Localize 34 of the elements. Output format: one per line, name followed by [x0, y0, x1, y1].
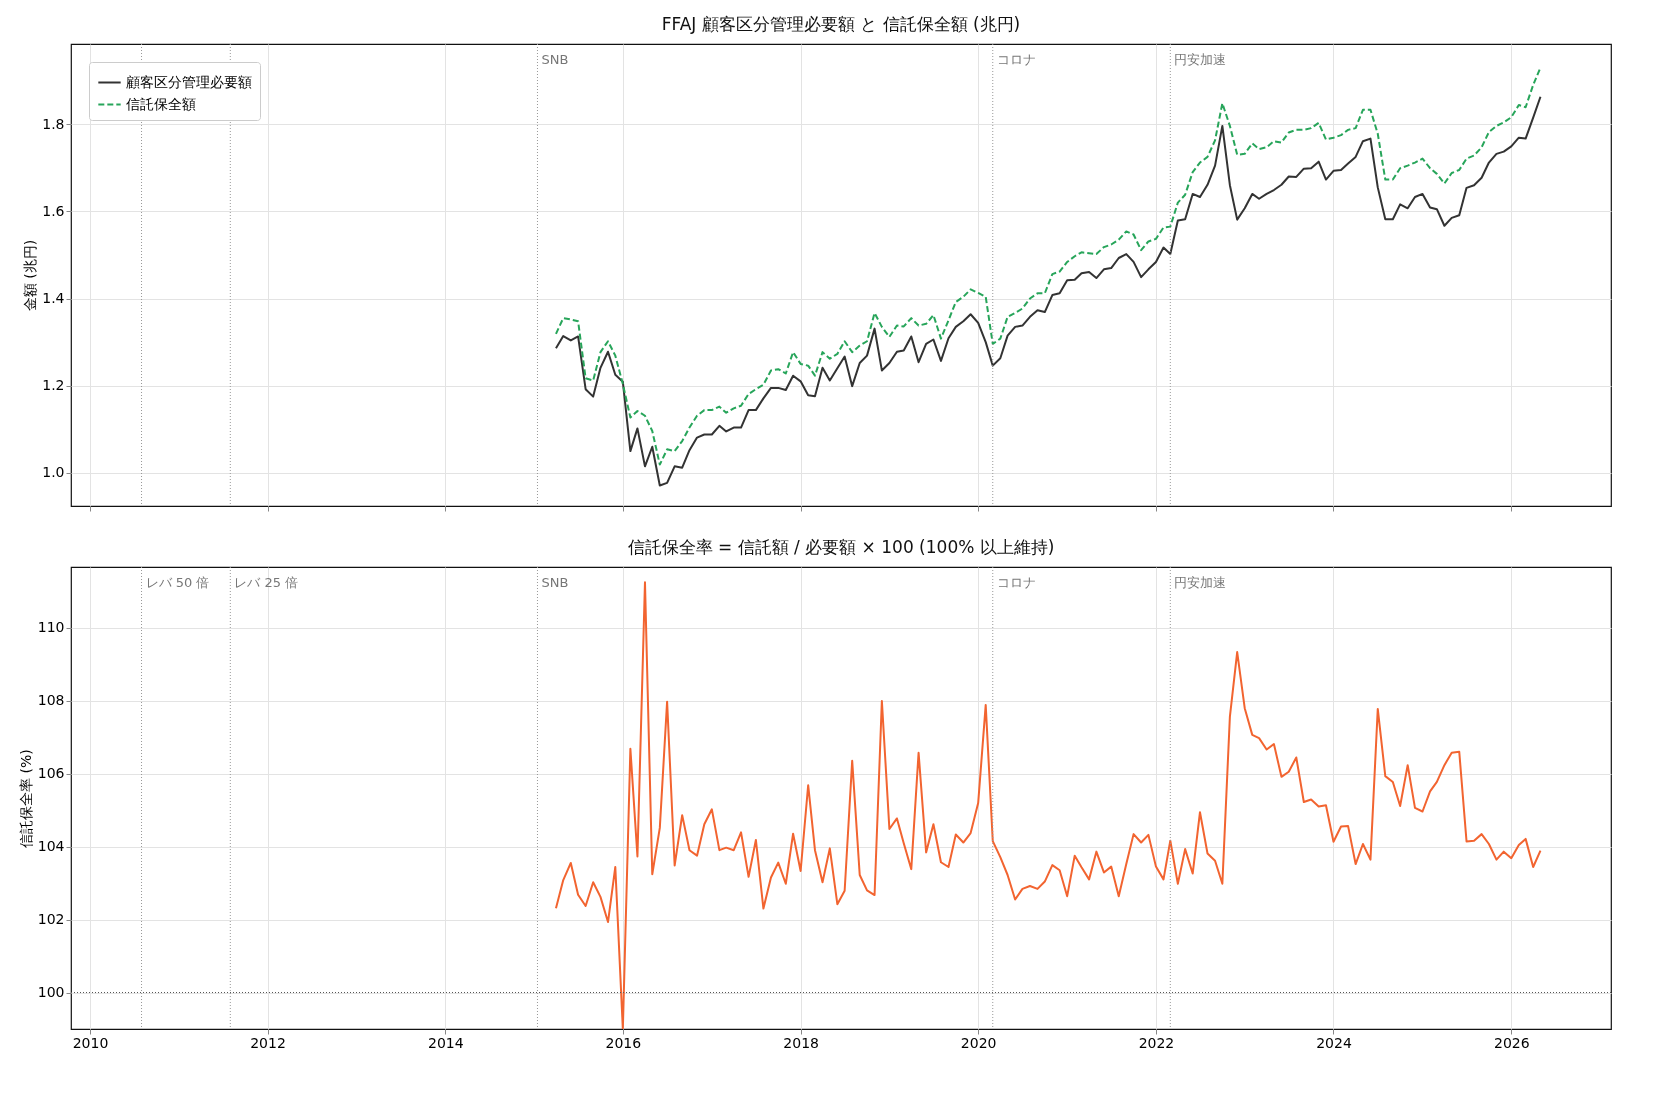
x-tick-label: 2026 [1493, 1034, 1530, 1051]
ref-line-label: SNB [541, 52, 569, 67]
y-axis-title: 金額 (兆円) [22, 239, 39, 312]
y-tick-label: 102 [37, 911, 65, 928]
ref-line-label: コロナ [996, 52, 1036, 67]
x-tick-label: 2022 [1138, 1034, 1175, 1051]
chart-title: 信託保全率 = 信託額 / 必要額 × 100 (100% 以上維持) [627, 536, 1055, 557]
x-tick-label: 2024 [1316, 1034, 1352, 1051]
y-tick-label: 100 [37, 984, 65, 1001]
x-tick-label: 2010 [72, 1034, 109, 1051]
ref-line-label: 円安加速 [1174, 52, 1227, 67]
x-tick-label: 2018 [783, 1034, 819, 1051]
ref-line-label: SNB [541, 575, 569, 590]
y-tick-label: 1.4 [42, 290, 65, 307]
chart-title: FFAJ 顧客区分管理必要額 と 信託保全額 (兆円) [661, 13, 1021, 34]
y-axis-title: 信託保全率 (%) [17, 749, 34, 848]
ref-line-label: 円安加速 [1174, 575, 1227, 590]
ref-line-label: レバ 25 倍 [234, 575, 299, 590]
legend-label: 信託保全額 [126, 95, 196, 112]
y-tick-label: 1.0 [42, 464, 65, 481]
y-tick-label: 108 [37, 692, 65, 709]
y-tick-label: 104 [37, 838, 65, 855]
ref-line-label: レバ 50 倍 [145, 575, 210, 590]
y-tick-label: 106 [37, 765, 65, 782]
y-tick-label: 110 [37, 619, 65, 636]
y-tick-label: 1.6 [42, 202, 65, 219]
y-tick-label: 1.2 [42, 377, 65, 394]
y-tick-label: 1.8 [42, 115, 65, 132]
ref-line-label: コロナ [996, 575, 1036, 590]
x-tick-label: 2014 [427, 1034, 464, 1051]
x-tick-label: 2012 [250, 1034, 286, 1051]
legend-label: 顧客区分管理必要額 [126, 73, 252, 90]
x-tick-label: 2020 [960, 1034, 997, 1051]
x-tick-label: 2016 [605, 1034, 642, 1051]
